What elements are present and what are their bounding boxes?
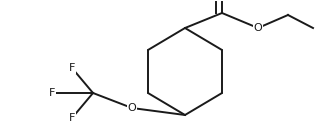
Text: F: F bbox=[69, 63, 75, 73]
Text: F: F bbox=[69, 113, 75, 123]
Text: F: F bbox=[49, 88, 55, 98]
Text: O: O bbox=[128, 103, 137, 113]
Text: O: O bbox=[254, 23, 262, 33]
